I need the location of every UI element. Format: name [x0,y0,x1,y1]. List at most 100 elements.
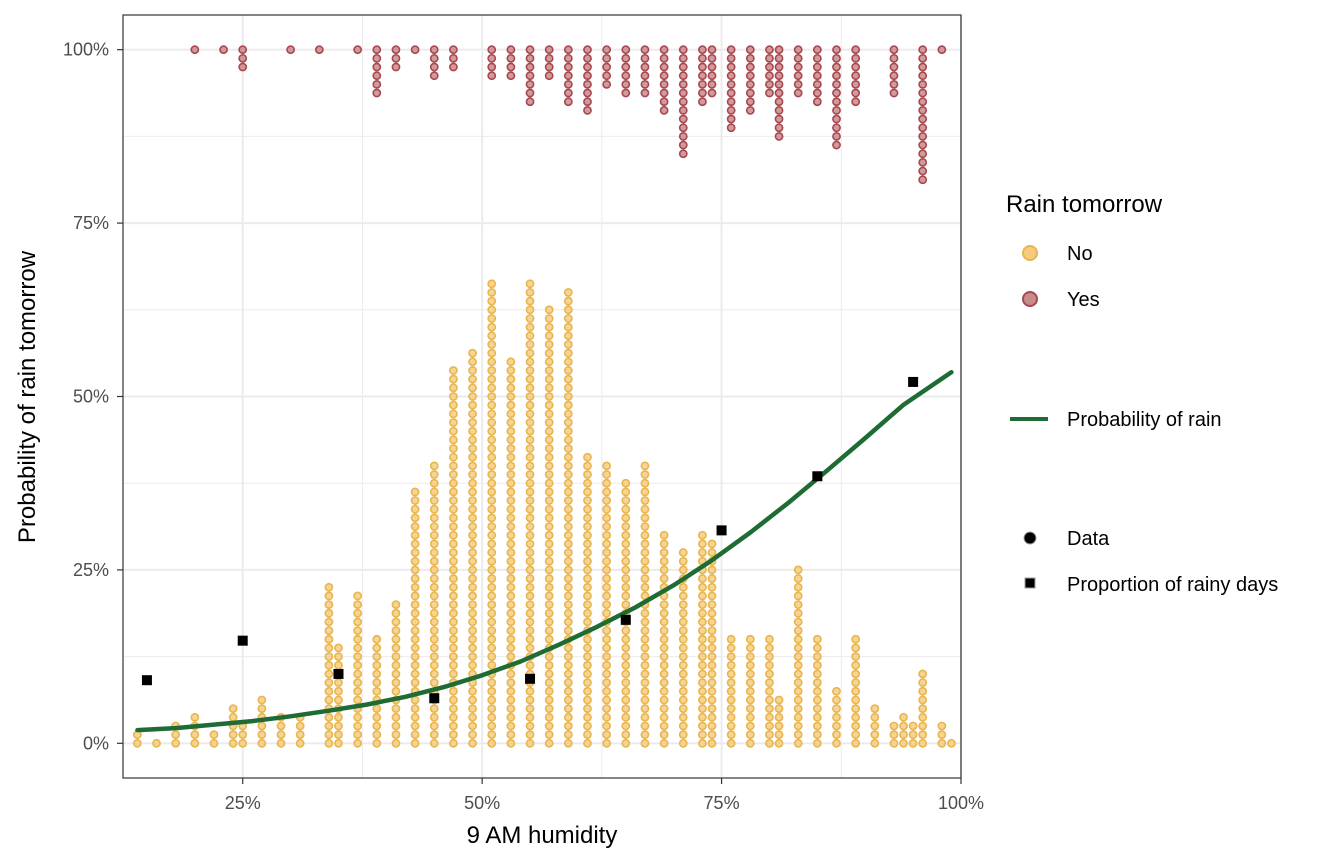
data-point-yes [707,45,717,55]
data-point-no [640,660,650,670]
data-point-no [468,400,477,410]
data-point-no [506,522,516,531]
data-point-no [602,608,612,618]
data-point-no [276,721,286,731]
data-point-no [544,374,554,384]
data-point-yes [918,157,928,167]
data-point-no [449,730,458,740]
data-point-no [793,704,803,714]
data-point-no [410,738,420,748]
data-point-no [525,738,535,748]
data-point-no [468,600,477,609]
data-point-no [678,643,688,653]
data-point-no [793,660,803,670]
data-point-no [544,357,554,367]
data-point-no [602,721,612,731]
data-point-no [372,704,382,714]
data-point-no [812,678,822,688]
data-point-no [544,591,554,601]
data-point-no [449,600,458,609]
data-point-no [525,556,535,566]
data-point-no [324,730,334,740]
data-point-no [324,626,334,636]
data-point-no [276,730,286,740]
data-point-no [678,686,688,696]
data-point-no [468,626,477,636]
data-point-no [391,678,401,688]
data-point-no [640,652,650,662]
data-point-no [544,383,554,393]
data-point-no [793,565,803,575]
data-point-no [449,383,458,393]
data-point-no [334,686,343,696]
data-point-no [583,738,592,748]
data-point-no [621,478,631,488]
data-point-yes [812,45,822,55]
y-tick-label: 75% [73,213,109,233]
data-point-no [678,582,688,592]
data-point-yes [372,71,382,81]
data-point-no [707,582,717,592]
data-point-no [726,660,736,670]
data-point-yes [372,45,382,55]
data-point-no [238,730,248,740]
data-point-no [707,704,717,714]
data-point-no [698,643,707,653]
data-point-no [851,678,861,688]
data-point-no [353,678,363,688]
data-point-no [621,548,631,557]
data-point-no [429,721,439,731]
data-point-no [640,678,650,688]
data-point-no [468,556,477,566]
data-point-no [678,608,688,618]
data-point-no [391,660,401,670]
data-point-no [334,660,343,670]
data-point-no [525,643,535,653]
data-point-yes [774,53,784,63]
data-point-no [487,721,497,731]
data-point-no [707,539,717,549]
data-point-no [765,652,774,662]
data-point-yes [659,45,669,55]
data-point-no [678,556,688,566]
data-point-no [745,695,755,705]
data-point-no [487,634,497,644]
data-point-no [525,366,535,375]
data-point-no [621,591,631,601]
data-point-no [812,704,822,714]
data-point-no [525,435,535,445]
data-point-no [563,322,573,332]
data-point-yes [889,79,899,89]
data-point-no [640,634,650,644]
x-tick-label: 25% [225,793,261,813]
data-point-no [410,487,420,497]
data-point-no [602,686,612,696]
data-point-yes [314,45,324,55]
data-point-yes [851,53,861,63]
data-point-no [583,548,592,557]
data-point-no [602,461,612,471]
data-point-yes [621,71,631,81]
data-point-yes [745,62,755,72]
data-point-no [726,738,736,748]
data-point-no [132,738,142,748]
data-point-no [563,418,573,427]
data-point-no [353,721,363,731]
data-point-yes [745,53,755,63]
data-point-no [449,669,458,679]
data-point-no [506,556,516,566]
data-point-yes [774,97,784,107]
data-point-no [449,608,458,618]
data-point-no [918,712,928,722]
data-point-no [391,721,401,731]
data-point-no [774,704,784,714]
data-point-yes [765,53,774,63]
data-point-yes [487,45,497,55]
data-point-no [544,669,554,679]
data-point-no [449,643,458,653]
data-point-no [353,738,363,748]
proportion-point [908,376,919,387]
proportion-point [237,635,248,646]
data-point-no [410,582,420,592]
data-point-no [563,712,573,722]
